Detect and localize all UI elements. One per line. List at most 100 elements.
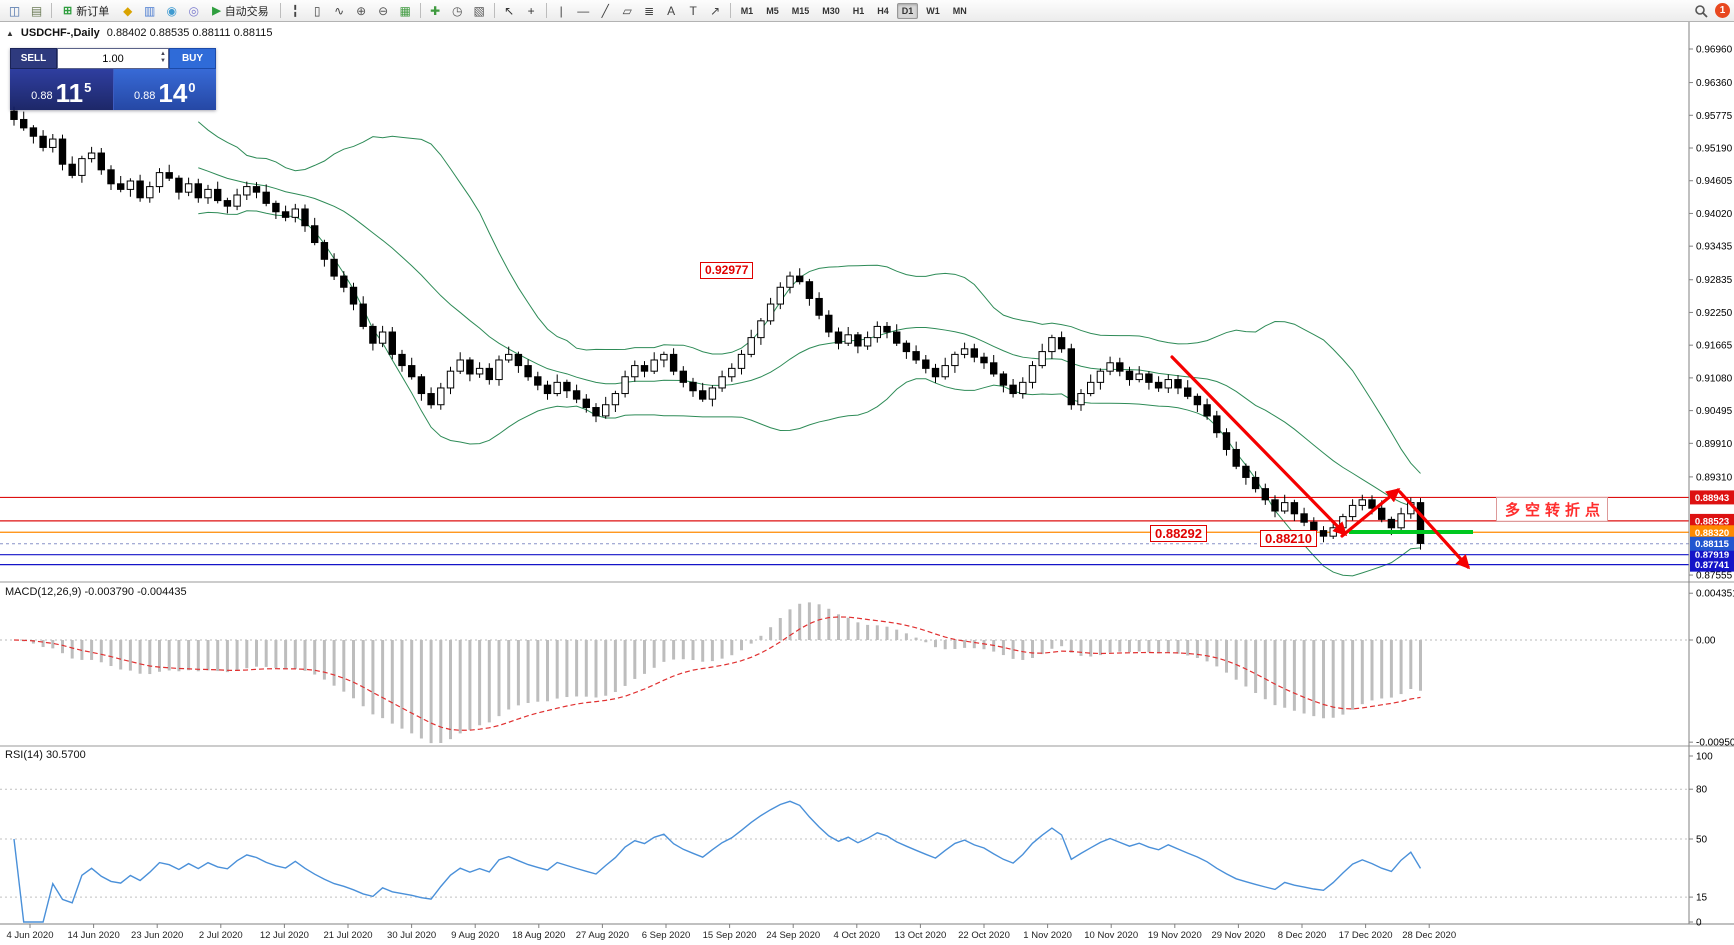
support-price-annotation-1[interactable]: 0.88292 [1150,525,1207,542]
line-chart-icon[interactable]: ∿ [329,2,350,20]
crosshair-icon[interactable]: + [521,2,542,20]
macd-pane[interactable] [0,602,1689,744]
channel-icon[interactable]: ▱ [617,2,638,20]
bull-candle [757,320,765,339]
bear-candle [1213,415,1221,434]
zoom-in-icon[interactable]: ⊕ [351,2,372,20]
main-price-pane[interactable] [0,106,1689,577]
price-axis[interactable]: 0.96960 0.96360 0.95775 0.95190 0.94605 0.940… [0,22,1734,929]
terminal-icon[interactable]: ◎ [183,2,204,20]
new-order-icon: ⊞ [63,5,73,17]
bear-candle [970,348,978,358]
svg-text:0.91080: 0.91080 [1696,373,1733,384]
svg-text:50: 50 [1696,835,1708,846]
bear-candle [699,390,707,400]
collapse-panel-icon[interactable]: ▲ [6,28,14,38]
indicators-icon[interactable]: ✚ [425,2,446,20]
text-icon[interactable]: A [661,2,682,20]
bull-candle [1339,516,1347,529]
zoom-out-icon[interactable]: ⊖ [373,2,394,20]
timeframe-button-w1[interactable]: W1 [921,3,945,19]
spin-up-icon[interactable]: ▲ [160,51,166,57]
buy-button[interactable]: BUY [169,48,216,69]
support-price-annotation-2[interactable]: 0.88210 [1260,530,1317,547]
time-axis[interactable]: 4 Jun 2020 14 Jun 2020 23 Jun 2020 2 Jul 20… [6,924,1456,941]
bull-candle [960,348,969,355]
new-chart-icon[interactable]: ◫ [4,2,25,20]
bear-candle [330,258,338,277]
bear-candle [1368,499,1376,509]
tile-windows-icon[interactable]: ▦ [395,2,416,20]
bear-candle [485,367,494,381]
timeframe-button-h4[interactable]: H4 [872,3,894,19]
notification-badge[interactable]: 1 [1715,3,1730,18]
chart-profiles-icon[interactable]: ▤ [26,2,47,20]
timeframe-button-m30[interactable]: M30 [817,3,845,19]
sell-price-display[interactable]: 0.88 11 5 [10,69,113,110]
bear-candle [1174,379,1182,389]
timeframe-button-mn[interactable]: MN [948,3,972,19]
bear-candle [931,367,940,378]
svg-text:29 Nov 2020: 29 Nov 2020 [1211,930,1265,941]
bull-candle [718,376,726,389]
vertical-line-icon[interactable]: | [551,2,572,20]
bear-candle [369,325,377,344]
bull-candle [660,353,668,361]
bull-candle [204,188,212,199]
bear-candle [640,365,649,372]
templates-icon[interactable]: ▧ [469,2,490,20]
sell-button[interactable]: SELL [10,48,57,69]
volume-input[interactable]: 1.00 ▲ ▼ [57,48,169,69]
auto-trading-button[interactable]: ▶ 自动交易 [205,2,275,20]
periods-icon[interactable]: ◷ [447,2,468,20]
bear-candle [39,135,47,148]
trend-arrows[interactable] [1170,355,1471,570]
bull-candle [378,331,387,344]
axis-price-box [1690,536,1734,551]
bear-candle [543,384,552,395]
turning-point-annotation[interactable]: 多空转折点 [1496,497,1609,522]
bear-candle [136,180,144,199]
timeframe-button-d1[interactable]: D1 [896,2,919,19]
peak-price-annotation[interactable]: 0.92977 [700,262,754,279]
bear-candle [834,331,843,344]
market-watch-icon[interactable]: ▥ [139,2,160,20]
toolbar-separator [279,3,281,18]
metaeditor-icon[interactable]: ◆ [117,2,138,20]
bear-candle [311,225,319,244]
chart-canvas[interactable]: 0.96960 0.96360 0.95775 0.95190 0.94605 0.940… [0,22,1734,945]
volume-spinner[interactable]: ▲ ▼ [160,51,166,65]
svg-text:21 Jul 2020: 21 Jul 2020 [323,930,372,941]
rsi-pane[interactable] [0,788,1689,923]
svg-text:19 Nov 2020: 19 Nov 2020 [1148,930,1202,941]
bear-candle [1319,530,1328,537]
timeframe-button-m5[interactable]: M5 [761,3,784,19]
candlestick-chart-icon[interactable]: ▯ [307,2,328,20]
svg-text:1 Nov 2020: 1 Nov 2020 [1023,930,1072,941]
trendline-icon[interactable]: ╱ [595,2,616,20]
horizontal-line-icon[interactable]: — [573,2,594,20]
navigator-icon[interactable]: ◉ [161,2,182,20]
bear-candle [1251,476,1260,490]
spin-down-icon[interactable]: ▼ [160,58,166,64]
fibonacci-icon[interactable]: ≣ [639,2,660,20]
new-order-button[interactable]: ⊞ 新订单 [56,2,116,20]
bull-candle [146,186,154,199]
label-icon[interactable]: T [683,2,704,20]
timeframe-button-m1[interactable]: M1 [736,3,759,19]
cursor-icon[interactable]: ↖ [499,2,520,20]
search-icon[interactable] [1690,2,1711,20]
trend-arrow-1 [1170,355,1348,537]
arrows-tool-icon[interactable]: ↗ [705,2,726,20]
timeframe-button-h1[interactable]: H1 [848,3,870,19]
bear-candle [1387,518,1396,529]
sell-price-big: 11 [55,78,84,108]
bear-candle [1290,502,1299,515]
svg-text:9 Aug 2020: 9 Aug 2020 [451,930,499,941]
bar-chart-icon[interactable]: ╏ [285,2,306,20]
timeframe-button-m15[interactable]: M15 [787,3,815,19]
buy-price-display[interactable]: 0.88 14 0 [112,69,216,110]
svg-text:30 Jul 2020: 30 Jul 2020 [387,930,436,941]
bull-candle [1397,513,1405,529]
